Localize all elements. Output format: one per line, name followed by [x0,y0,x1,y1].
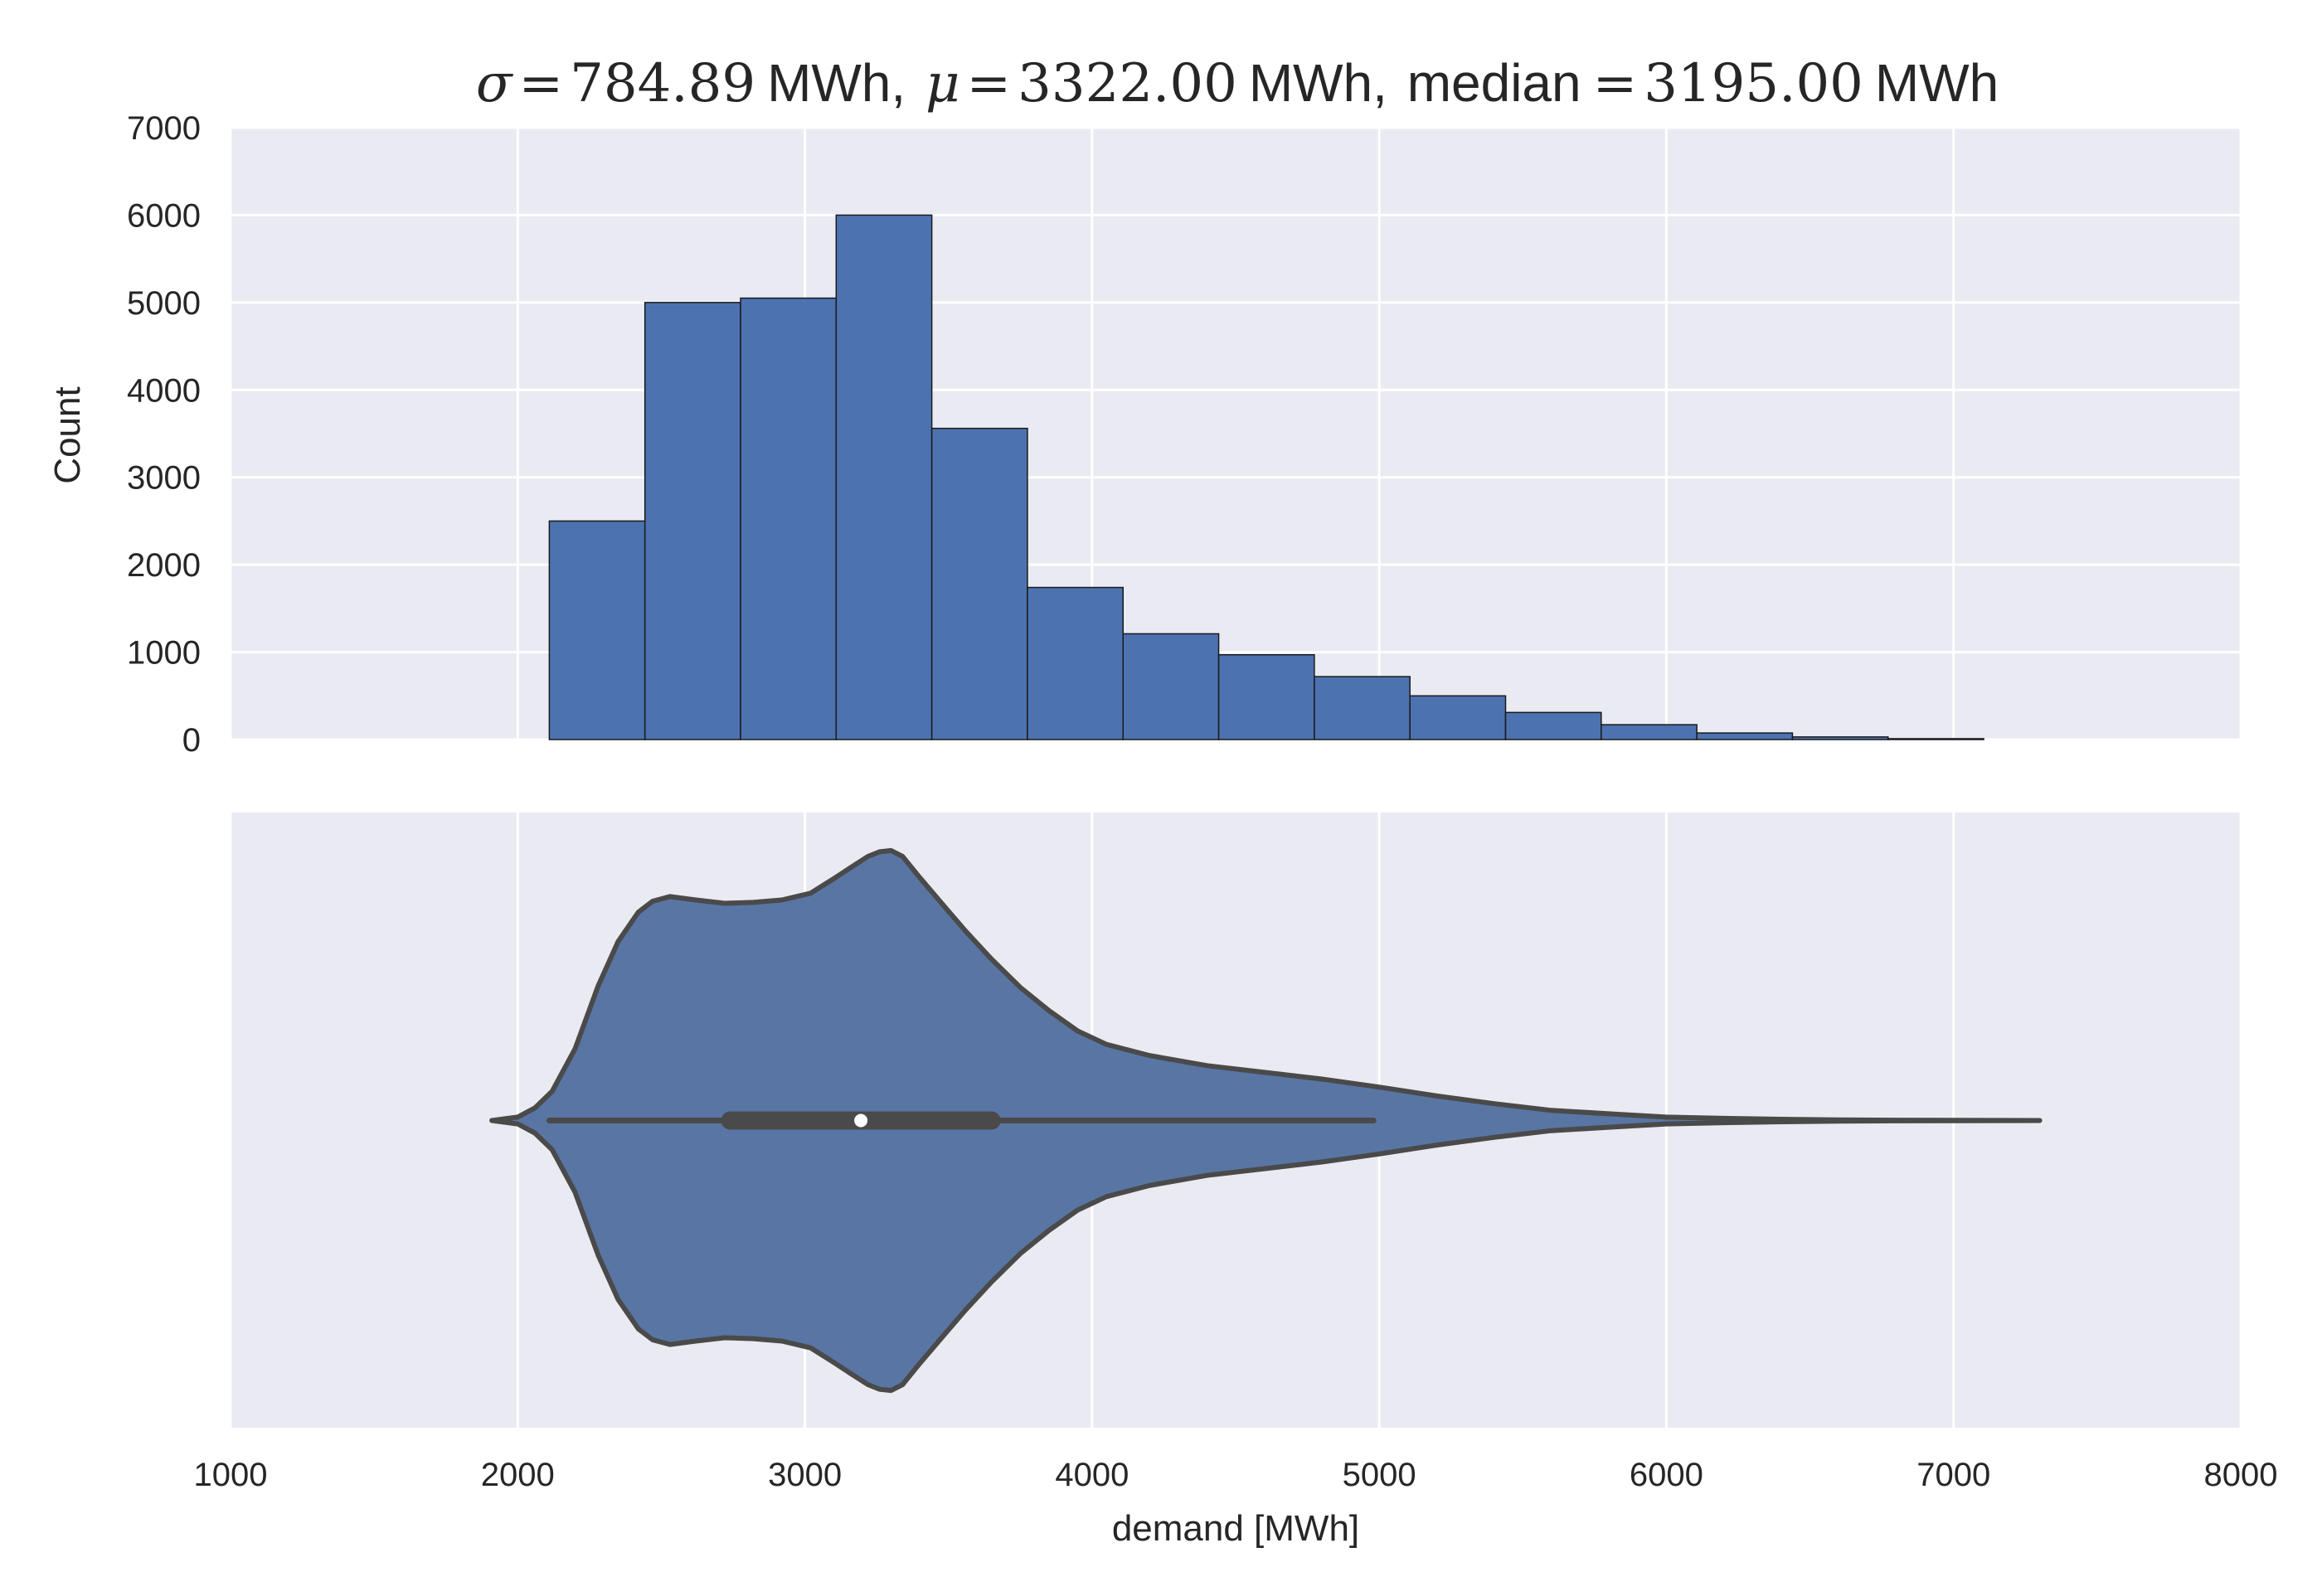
title-sigma-value: 784.89 [570,53,755,114]
histogram-bar [1504,711,1602,740]
x-tick-label: 5000 [1343,1457,1416,1493]
title-equals-1: = [519,53,564,114]
histogram-bar [1409,695,1507,740]
x-tick-label: 1000 [194,1457,268,1493]
title-sigma-symbol: σ [476,53,514,114]
x-tick-label: 6000 [1630,1457,1703,1493]
title-equals-2: = [967,53,1012,114]
histogram-bar [1314,676,1411,740]
x-tick-label: 4000 [1055,1457,1129,1493]
histogram-bar [930,427,1028,740]
y-tick-label: 1000 [127,635,201,672]
y-tick-label: 0 [182,722,201,759]
y-tick-label: 6000 [127,197,201,234]
histogram-plot-background [231,128,2241,740]
x-tick-label: 7000 [1916,1457,1990,1493]
title-median-value: 3195.00 [1644,53,1863,114]
histogram-bar [1027,586,1125,740]
histogram-bar [835,214,933,740]
histogram-bar [1887,738,1984,740]
histogram-bar [1791,736,1889,740]
histogram-bar [1601,724,1698,740]
title-unit-2: MWh [1249,53,1372,113]
y-tick-label: 7000 [127,110,201,147]
histogram-bar [1217,653,1315,740]
histogram-axes: 0 1000 2000 3000 4000 5000 6000 7000 [127,110,2242,759]
title-mu-value: 3322.00 [1018,53,1237,114]
violin-axes: 1000 2000 3000 4000 5000 6000 7000 8000 [194,813,2278,1493]
y-tick-label: 2000 [127,547,201,584]
title-median-label: median [1407,53,1581,113]
y-axis-label: Count [47,386,88,483]
histogram-bar [548,520,646,740]
y-tick-label: 3000 [127,460,201,497]
violin-median-point [854,1113,868,1128]
y-tick-label: 4000 [127,372,201,409]
x-tick-label: 3000 [768,1457,842,1493]
chart-title: σ = 784.89 MWh, μ = 3322.00 MWh, median = 3195.0… [476,53,1999,114]
y-tick-label: 5000 [127,285,201,322]
histogram-bar [1122,633,1220,740]
title-unit-3: MWh [1875,53,1999,113]
title-unit-1: MWh [767,53,891,113]
title-separator-1: , [891,53,921,113]
histogram-bar [1696,732,1794,740]
x-tick-label: 2000 [481,1457,555,1493]
x-tick-label: 8000 [2204,1457,2278,1493]
x-axis-label: demand [MWh] [1112,1508,1359,1549]
histogram-bar [644,302,741,740]
title-mu-symbol: μ [925,53,960,114]
title-separator-2: , [1372,53,1402,113]
title-equals-3: = [1593,53,1638,114]
histogram-bar [740,297,838,740]
